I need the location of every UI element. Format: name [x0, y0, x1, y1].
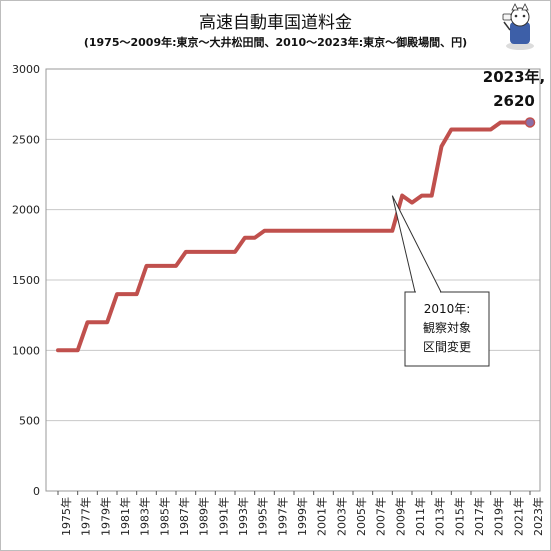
- x-tick-label: 1979年: [98, 497, 112, 536]
- y-tick-label: 2000: [12, 204, 40, 217]
- y-tick-label: 3000: [12, 63, 40, 76]
- series-end-point: [524, 117, 536, 128]
- x-tick-label: 2005年: [354, 497, 368, 536]
- callout-text-line: 区間変更: [423, 339, 471, 354]
- x-tick-label: 2017年: [472, 497, 486, 536]
- x-tick-label: 2015年: [452, 497, 466, 536]
- callout-box: [404, 291, 490, 367]
- mascot-icon: [502, 3, 534, 50]
- x-tick-label: 1975年: [59, 497, 73, 536]
- x-tick-label: 2001年: [315, 497, 329, 536]
- x-tick-label: 2023年: [531, 497, 545, 536]
- y-tick-label: 0: [33, 485, 40, 498]
- y-tick-label: 1000: [12, 344, 40, 357]
- x-tick-label: 1985年: [157, 497, 171, 536]
- x-tick-label: 1997年: [275, 497, 289, 536]
- y-tick-label: 2500: [12, 133, 40, 146]
- plot-area: [45, 68, 541, 492]
- end-value-label: 2023年,: [483, 68, 545, 86]
- x-tick-label: 2009年: [393, 497, 407, 536]
- y-tick-label: 500: [19, 415, 40, 428]
- x-tick-label: 1993年: [236, 497, 250, 536]
- callout-text-line: 2010年:: [424, 302, 471, 316]
- x-tick-label: 1989年: [197, 497, 211, 536]
- end-value-label: 2620: [493, 92, 535, 110]
- x-tick-label: 2019年: [492, 497, 506, 536]
- x-tick-label: 2007年: [374, 497, 388, 536]
- chart-subtitle: (1975〜2009年:東京〜大井松田間、2010〜2023年:東京〜御殿場間、…: [83, 36, 468, 49]
- x-tick-label: 1991年: [216, 497, 230, 536]
- callout-text-line: 観察対象: [423, 321, 471, 335]
- y-tick-label: 1500: [12, 274, 40, 287]
- x-tick-label: 2003年: [334, 497, 348, 536]
- x-tick-label: 2011年: [413, 497, 427, 536]
- series-line: [56, 120, 532, 353]
- x-tick-label: 1983年: [138, 497, 152, 536]
- x-tick-label: 2021年: [511, 497, 525, 536]
- x-tick-label: 1999年: [295, 497, 309, 536]
- x-tick-label: 1981年: [118, 497, 132, 536]
- x-tick-label: 2013年: [433, 497, 447, 536]
- chart-title: 高速自動車国道料金: [199, 13, 352, 33]
- x-tick-label: 1977年: [79, 497, 93, 536]
- x-tick-label: 1995年: [256, 497, 270, 536]
- x-tick-label: 1987年: [177, 497, 191, 536]
